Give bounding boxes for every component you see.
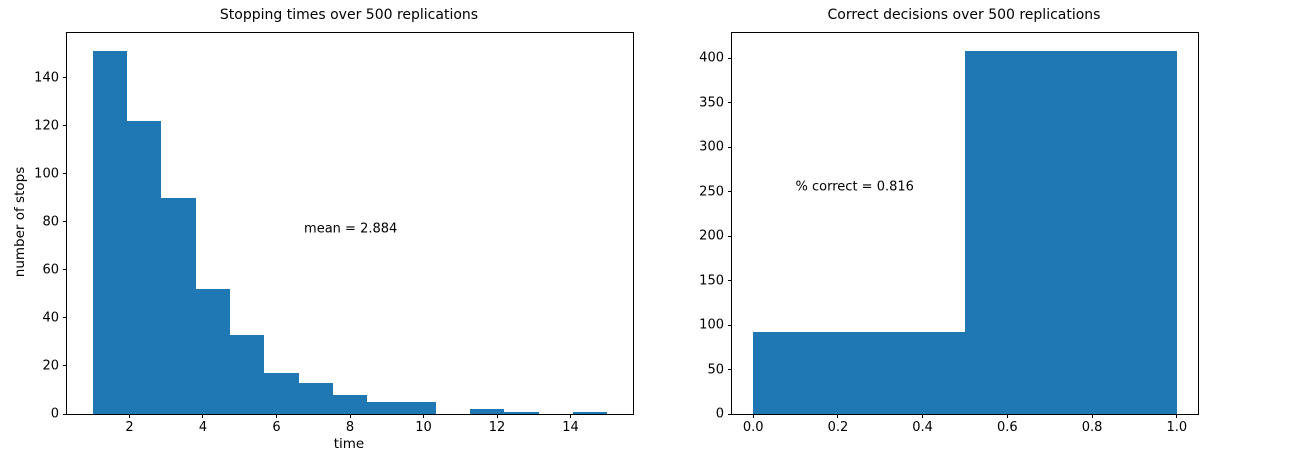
x-tick-mark — [570, 414, 572, 418]
x-tick-label: 14 — [562, 420, 579, 435]
histogram-bar — [753, 332, 965, 414]
x-tick-mark — [1006, 414, 1008, 418]
y-tick-mark — [63, 125, 67, 127]
x-tick-mark — [1091, 414, 1093, 418]
y-tick-mark — [728, 280, 732, 282]
percent-correct-annotation: % correct = 0.816 — [795, 179, 914, 195]
y-tick-label: 100 — [34, 166, 59, 182]
histogram-bar — [229, 334, 265, 414]
histogram-bar — [161, 197, 196, 414]
left-chart-axes: mean = 2.884 2 4 6 8 10 12 14 0 20 40 60 80 100 120 14… — [34, 32, 634, 434]
mean-annotation: mean = 2.884 — [304, 221, 398, 237]
y-tick-label: 140 — [34, 70, 59, 86]
x-tick-mark — [423, 414, 424, 418]
y-tick-mark — [63, 221, 67, 223]
x-tick-label: 0.2 — [827, 420, 849, 435]
y-tick-mark — [728, 57, 732, 59]
x-tick-mark — [275, 414, 277, 418]
y-tick-label: 60 — [42, 262, 59, 278]
y-tick-mark — [63, 269, 67, 271]
y-tick-label: 100 — [699, 317, 724, 333]
y-tick-mark — [63, 413, 67, 415]
y-tick-mark — [63, 77, 67, 79]
left-chart-title: Stopping times over 500 replications — [219, 7, 479, 23]
y-tick-mark — [63, 365, 67, 367]
y-tick-label: 0 — [715, 406, 724, 422]
y-tick-mark — [728, 102, 732, 104]
x-tick-label: 4 — [198, 420, 208, 435]
histogram-bar — [92, 51, 128, 414]
x-tick-label: 0.0 — [742, 420, 764, 435]
x-tick-label: 0.8 — [1081, 420, 1103, 435]
right-chart-axes: % correct = 0.816 0.0 0.2 0.4 0.6 0.8 1.0 0 50 1… — [699, 32, 1199, 434]
y-tick-label: 150 — [699, 273, 724, 289]
x-tick-label: 10 — [415, 420, 432, 435]
y-tick-label: 300 — [699, 139, 724, 155]
y-tick-mark — [63, 173, 67, 175]
histogram-bar — [264, 373, 299, 414]
histogram-bar — [965, 51, 1177, 414]
x-tick-label: 8 — [345, 420, 355, 435]
x-tick-label: 0.4 — [912, 420, 933, 435]
x-tick-mark — [128, 414, 130, 418]
y-tick-mark — [728, 191, 732, 193]
y-tick-label: 200 — [699, 228, 724, 244]
right-chart-title: Correct decisions over 500 replications — [827, 7, 1101, 23]
histogram-bar — [298, 382, 333, 414]
x-tick-mark — [496, 414, 498, 418]
x-tick-label: 2 — [125, 420, 134, 435]
y-tick-label: 20 — [42, 358, 59, 374]
histogram-bar — [572, 411, 608, 414]
y-tick-mark — [728, 235, 732, 237]
x-tick-mark — [349, 414, 351, 418]
histogram-bar — [401, 401, 436, 414]
histogram-bar — [367, 401, 402, 414]
y-tick-label: 80 — [42, 214, 59, 230]
histogram-bar — [127, 120, 162, 414]
y-tick-label: 350 — [699, 95, 724, 111]
left-chart-x-axis-label: time — [333, 436, 365, 452]
y-tick-mark — [728, 413, 732, 415]
x-tick-mark — [922, 414, 924, 418]
left-chart-y-axis-label: number of stops — [12, 166, 28, 278]
x-tick-mark — [752, 414, 754, 418]
histogram-bar — [504, 411, 539, 414]
y-tick-label: 400 — [699, 50, 724, 66]
y-tick-label: 0 — [50, 406, 59, 422]
histogram-bar — [470, 409, 505, 414]
x-tick-mark — [202, 414, 204, 418]
y-tick-label: 40 — [42, 310, 59, 326]
x-tick-label: 12 — [488, 420, 506, 435]
y-tick-label: 120 — [34, 118, 59, 134]
y-tick-mark — [728, 146, 732, 148]
x-tick-mark — [1176, 414, 1178, 418]
y-tick-mark — [728, 369, 732, 371]
histogram-bar — [195, 289, 230, 414]
x-tick-label: 6 — [272, 420, 281, 435]
x-tick-mark — [837, 414, 839, 418]
y-tick-label: 250 — [699, 184, 724, 200]
y-tick-label: 50 — [707, 362, 724, 378]
x-tick-label: 1.0 — [1166, 420, 1188, 435]
x-tick-label: 0.6 — [997, 420, 1018, 435]
y-tick-mark — [728, 324, 732, 326]
y-tick-mark — [63, 317, 67, 319]
histogram-bar — [332, 394, 368, 414]
